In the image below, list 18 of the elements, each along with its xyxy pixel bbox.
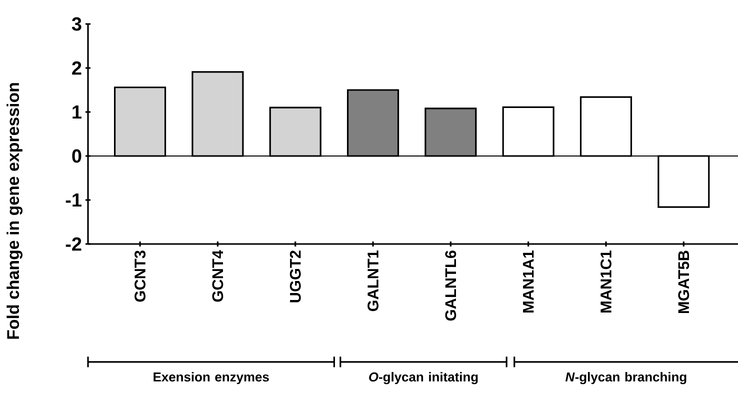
y-tick-label: 3 bbox=[72, 17, 82, 31]
x-tick-label: UGGT2 bbox=[290, 250, 301, 302]
x-tick-label: MAN1C1 bbox=[600, 250, 612, 312]
x-tick-label: MAN1A1 bbox=[523, 250, 534, 312]
y-axis-title: Fold change in gene expression bbox=[6, 83, 22, 339]
y-tick-label: -1 bbox=[66, 193, 82, 207]
y-tick-label: -2 bbox=[66, 237, 82, 251]
x-tick-label: MGAT5B bbox=[678, 250, 690, 314]
y-tick-label: 1 bbox=[72, 106, 82, 119]
x-tick-label: GALNTL6 bbox=[445, 250, 456, 321]
x-tick-label: GCNT4 bbox=[212, 250, 224, 302]
text: O-glycan initating bbox=[369, 372, 478, 384]
text: N-glycan branching bbox=[565, 372, 686, 384]
y-tick-label: 0 bbox=[72, 149, 82, 163]
text: Exension enzymes bbox=[154, 372, 269, 384]
x-tick-label: GALNT1 bbox=[368, 250, 378, 312]
x-tick-label: GCNT3 bbox=[134, 250, 146, 302]
y-tick-label: 2 bbox=[72, 61, 82, 75]
